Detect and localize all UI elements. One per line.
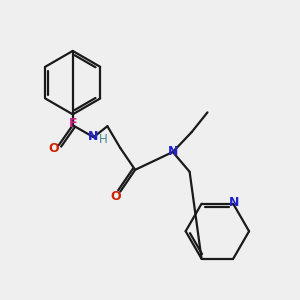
Text: N: N — [168, 146, 178, 158]
Text: H: H — [99, 133, 108, 146]
Text: O: O — [110, 190, 121, 203]
Text: F: F — [68, 117, 77, 130]
Text: O: O — [49, 142, 59, 154]
Text: N: N — [88, 130, 99, 142]
Text: N: N — [229, 196, 239, 209]
